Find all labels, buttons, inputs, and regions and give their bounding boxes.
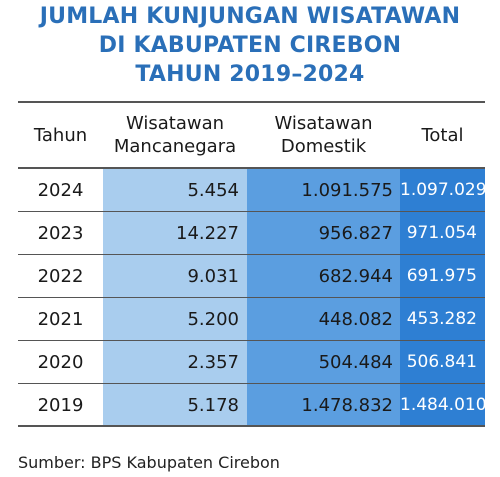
- cell-mancanegara: 5.200: [103, 298, 247, 340]
- header-mancanegara-line1: Wisatawan: [125, 113, 225, 134]
- header-domestik: Wisatawan Domestik: [247, 112, 400, 158]
- chart-title: JUMLAH KUNJUNGAN WISATAWAN DI KABUPATEN …: [0, 2, 500, 89]
- cell-tahun: 2024: [18, 169, 103, 211]
- header-total: Total: [400, 124, 485, 147]
- cell-tahun: 2019: [18, 384, 103, 425]
- table-row: 2019 5.178 1.478.832 1.484.010: [18, 384, 487, 427]
- cell-total: 1.484.010: [400, 384, 487, 425]
- cell-mancanegara: 2.357: [103, 341, 247, 383]
- cell-domestik: 682.944: [247, 255, 400, 297]
- cell-tahun: 2020: [18, 341, 103, 383]
- header-domestik-line1: Wisatawan: [274, 113, 373, 134]
- cell-mancanegara: 5.178: [103, 384, 247, 425]
- title-line-1: JUMLAH KUNJUNGAN WISATAWAN: [39, 4, 461, 29]
- data-table: Tahun Wisatawan Mancanegara Wisatawan Do…: [18, 101, 487, 427]
- cell-total: 506.841: [400, 341, 485, 383]
- cell-domestik: 956.827: [247, 212, 400, 254]
- cell-domestik: 448.082: [247, 298, 400, 340]
- title-line-3: TAHUN 2019–2024: [135, 62, 365, 87]
- table-row: 2020 2.357 504.484 506.841: [18, 341, 485, 384]
- header-mancanegara-line2: Mancanegara: [113, 136, 237, 157]
- table-row: 2023 14.227 956.827 971.054: [18, 212, 485, 255]
- table-header: Tahun Wisatawan Mancanegara Wisatawan Do…: [18, 103, 485, 169]
- cell-mancanegara: 5.454: [103, 169, 247, 211]
- cell-mancanegara: 9.031: [103, 255, 247, 297]
- header-tahun: Tahun: [18, 124, 103, 147]
- source-note: Sumber: BPS Kabupaten Cirebon: [18, 453, 280, 472]
- cell-mancanegara: 14.227: [103, 212, 247, 254]
- cell-total: 691.975: [400, 255, 485, 297]
- cell-total: 453.282: [400, 298, 485, 340]
- cell-domestik: 504.484: [247, 341, 400, 383]
- title-line-2: DI KABUPATEN CIREBON: [98, 33, 402, 58]
- table-row: 2022 9.031 682.944 691.975: [18, 255, 485, 298]
- cell-total: 1.097.029: [400, 169, 487, 211]
- cell-domestik: 1.478.832: [247, 384, 400, 425]
- header-tahun-label: Tahun: [33, 124, 88, 146]
- header-domestik-line2: Domestik: [280, 136, 367, 157]
- cell-tahun: 2021: [18, 298, 103, 340]
- table-row: 2024 5.454 1.091.575 1.097.029: [18, 169, 487, 212]
- cell-total: 971.054: [400, 212, 485, 254]
- table-body: 2024 5.454 1.091.575 1.097.029 2023 14.227 956…: [18, 169, 487, 427]
- cell-domestik: 1.091.575: [247, 169, 400, 211]
- cell-tahun: 2022: [18, 255, 103, 297]
- header-total-label: Total: [421, 124, 464, 146]
- cell-tahun: 2023: [18, 212, 103, 254]
- table-row: 2021 5.200 448.082 453.282: [18, 298, 485, 341]
- header-mancanegara: Wisatawan Mancanegara: [103, 112, 247, 158]
